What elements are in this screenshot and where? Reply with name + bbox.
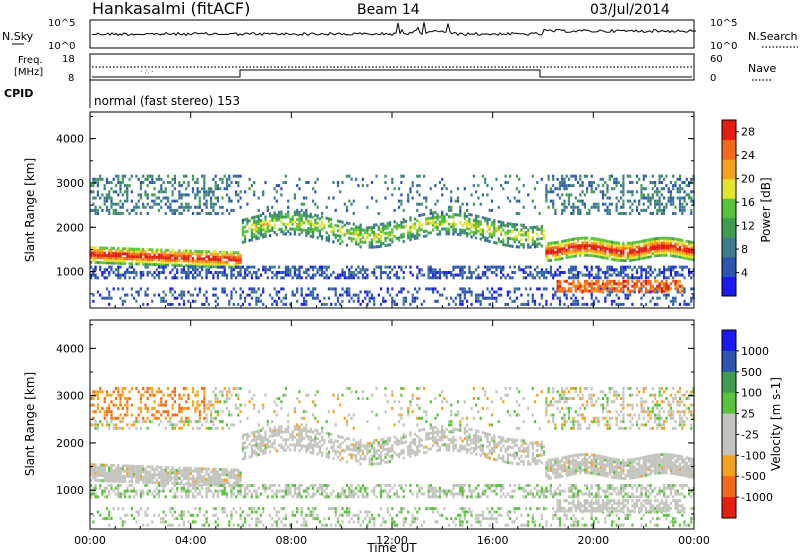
colorbar-swatch bbox=[722, 198, 736, 219]
noise-sky-label: N.Sky bbox=[2, 30, 34, 43]
noise-search-label: N.Search bbox=[748, 30, 798, 43]
colorbar-swatch bbox=[722, 350, 736, 373]
noise-left-tick-high: 10^5 bbox=[48, 18, 75, 29]
colorbar-swatch bbox=[722, 159, 736, 180]
date-title: 03/Jul/2014 bbox=[590, 2, 670, 18]
colorbar-swatch bbox=[722, 256, 736, 277]
svg-text:· ∴ ·: · ∴ · bbox=[140, 68, 153, 76]
y-tick-label: 1000 bbox=[56, 266, 84, 279]
colorbar-swatch bbox=[722, 455, 736, 477]
velocity-colorbar-tick: -500 bbox=[741, 470, 766, 483]
velocity-ylabel: Slant Range [km] bbox=[23, 372, 37, 476]
power-ylabel: Slant Range [km] bbox=[23, 158, 37, 262]
nave-tick-60: 60 bbox=[710, 54, 723, 65]
colorbar-swatch bbox=[722, 476, 736, 498]
time-x-axis: 00:00 04:00 08:00 12:00 16:00 20:00 00:00 bbox=[74, 112, 710, 547]
colorbar-swatch bbox=[722, 434, 736, 456]
y-tick-label: 1000 bbox=[56, 484, 84, 497]
x-tick-label: 04:00 bbox=[175, 534, 207, 547]
x-tick-label: 20:00 bbox=[577, 534, 609, 547]
y-tick-label: 3000 bbox=[56, 390, 84, 403]
noise-panel: N.Sky 10^5 10^0 10^5 10^0 N.Search bbox=[2, 18, 798, 52]
velocity-colorbar-tick: 1000 bbox=[741, 345, 769, 358]
colorbar-swatch bbox=[722, 330, 736, 352]
velocity-colorbar-tick: 100 bbox=[741, 387, 762, 400]
velocity-colorbar-tick: 500 bbox=[741, 366, 762, 379]
velocity-scatter bbox=[90, 387, 695, 527]
y-tick-label: 2000 bbox=[56, 221, 84, 234]
colorbar-swatch bbox=[722, 392, 736, 415]
x-tick-label: 00:00 bbox=[74, 534, 106, 547]
velocity-y-axis: 1000 2000 3000 4000 bbox=[56, 324, 694, 515]
x-tick-label: 00:00 bbox=[678, 534, 710, 547]
x-tick-label: 16:00 bbox=[477, 534, 509, 547]
colorbar-swatch bbox=[722, 217, 736, 238]
power-colorbar-tick: 28 bbox=[741, 126, 755, 139]
noise-left-tick-low: 10^0 bbox=[48, 41, 75, 52]
colorbar-swatch bbox=[722, 139, 736, 160]
y-tick-label: 4000 bbox=[56, 133, 84, 146]
frequency-panel: Freq. [MHz] 18 8 60 0 Nave · ∴ · bbox=[14, 53, 776, 84]
power-colorbar: 4 8 12 16 20 24 28 bbox=[721, 119, 755, 297]
freq-label-1: Freq. bbox=[18, 55, 43, 66]
time-xlabel: Time UT bbox=[366, 541, 417, 554]
noise-right-tick-high: 10^5 bbox=[710, 18, 737, 29]
power-colorbar-tick: 8 bbox=[741, 243, 748, 256]
noise-sky-trace bbox=[91, 22, 697, 37]
freq-tick-8: 8 bbox=[68, 73, 74, 84]
beam-title: Beam 14 bbox=[357, 2, 420, 18]
power-colorbar-tick: 16 bbox=[741, 196, 755, 209]
colorbar-swatch bbox=[722, 413, 736, 435]
velocity-panel: 1000 2000 3000 4000 Slant Range [km] 1000 50… bbox=[23, 319, 783, 530]
power-colorbar-label: Power [dB] bbox=[759, 177, 773, 242]
power-colorbar-tick: 24 bbox=[741, 149, 755, 162]
nave-tick-0: 0 bbox=[710, 73, 716, 84]
freq-tick-18: 18 bbox=[62, 54, 75, 65]
power-colorbar-tick: 12 bbox=[741, 220, 755, 233]
colorbar-swatch bbox=[722, 371, 736, 394]
freq-label-2: [MHz] bbox=[14, 67, 43, 78]
power-colorbar-tick: 20 bbox=[741, 173, 755, 186]
colorbar-swatch bbox=[722, 178, 736, 199]
velocity-colorbar-tick: -100 bbox=[741, 449, 766, 462]
power-panel: 1000 2000 3000 4000 Slant Range [km] 4 8 12 16… bbox=[23, 111, 773, 309]
y-tick-label: 3000 bbox=[56, 177, 84, 190]
colorbar-swatch bbox=[722, 276, 736, 297]
power-y-axis: 1000 2000 3000 4000 bbox=[56, 115, 694, 295]
nave-label: Nave bbox=[748, 62, 776, 75]
y-tick-label: 4000 bbox=[56, 342, 84, 355]
cpid-label: CPID bbox=[4, 87, 33, 100]
colorbar-swatch bbox=[722, 497, 736, 519]
velocity-colorbar-tick: -1000 bbox=[741, 491, 773, 504]
velocity-colorbar-tick: 25 bbox=[741, 408, 755, 421]
colorbar-swatch bbox=[722, 237, 736, 258]
x-tick-label: 12:00 bbox=[376, 534, 408, 547]
velocity-colorbar-tick: -25 bbox=[741, 428, 759, 441]
velocity-colorbar: 1000 500 100 25 -25 -100 -500 -1000 bbox=[721, 329, 773, 519]
frequency-trace bbox=[92, 69, 692, 78]
x-tick-label: 08:00 bbox=[275, 534, 307, 547]
y-tick-label: 2000 bbox=[56, 437, 84, 450]
colorbar-swatch bbox=[722, 120, 736, 141]
station-title: Hankasalmi (fitACF) bbox=[92, 0, 250, 18]
noise-right-tick-low: 10^0 bbox=[710, 41, 737, 52]
power-scatter bbox=[90, 174, 695, 306]
cpid-program: normal (fast stereo) 153 bbox=[94, 94, 240, 108]
power-colorbar-tick: 4 bbox=[741, 267, 748, 280]
velocity-colorbar-label: Velocity [m s-1] bbox=[769, 377, 783, 471]
